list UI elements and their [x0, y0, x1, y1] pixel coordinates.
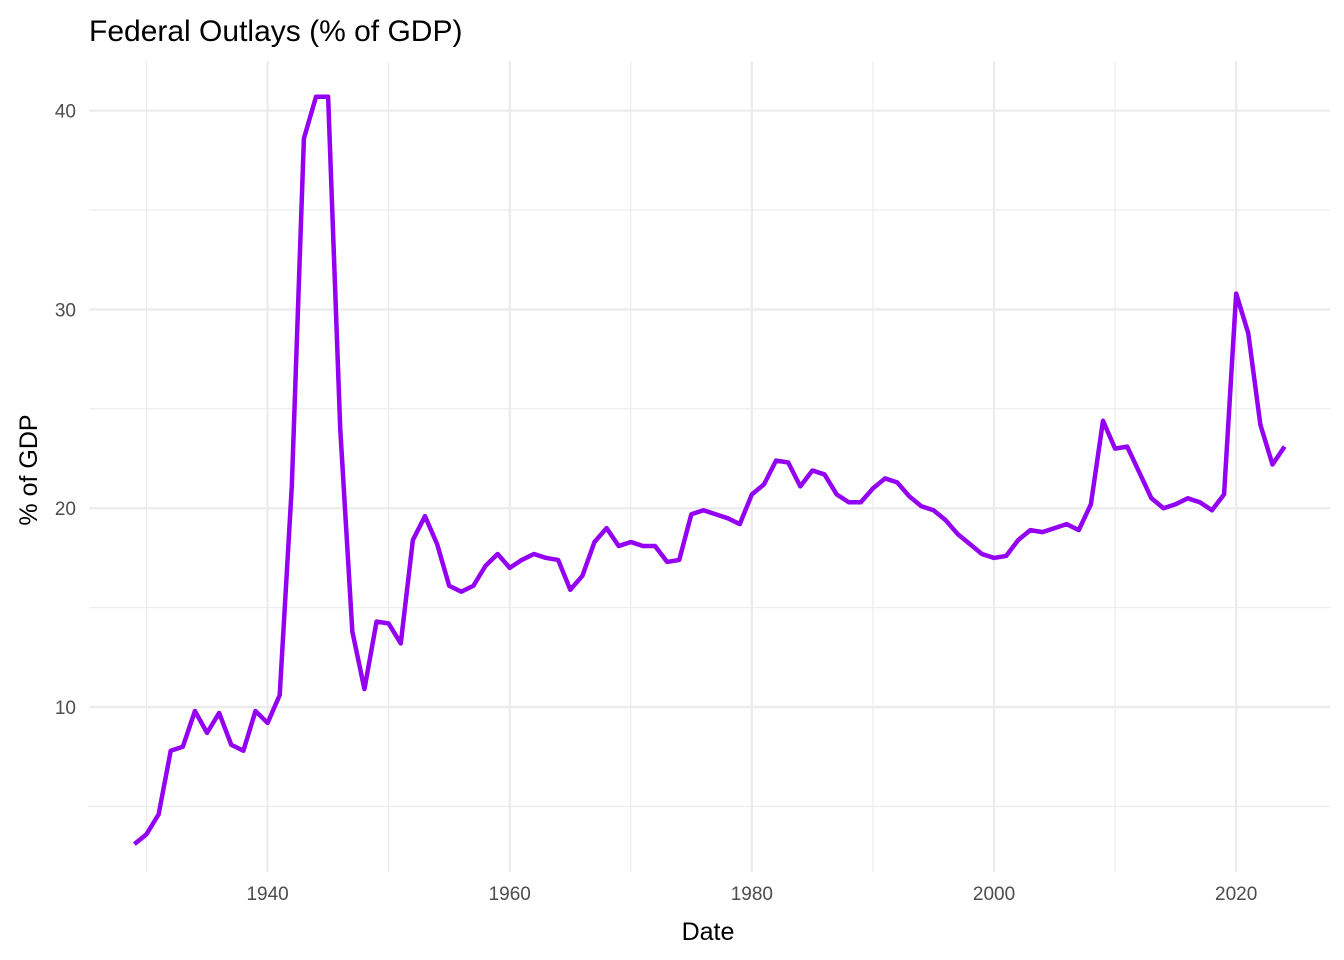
x-axis-title: Date	[682, 918, 735, 946]
x-tick-label-1960: 1960	[489, 884, 531, 905]
x-axis-tick-labels: 1940 1960 1980 2000 2020	[246, 884, 1257, 905]
y-tick-label-40: 40	[55, 102, 76, 123]
y-tick-label-30: 30	[55, 300, 76, 321]
y-axis-title: % of GDP	[15, 414, 43, 525]
series-layer	[132, 94, 1287, 846]
chart-title: Federal Outlays (% of GDP)	[89, 15, 462, 48]
x-tick-label-2020: 2020	[1215, 884, 1257, 905]
y-axis-tick-labels: 10 20 30 40	[55, 102, 76, 719]
y-tick-label-20: 20	[55, 499, 76, 520]
major-gridlines	[89, 61, 1330, 872]
x-tick-label-1980: 1980	[731, 884, 773, 905]
y-tick-label-10: 10	[55, 698, 76, 719]
x-tick-label-2000: 2000	[973, 884, 1015, 905]
x-tick-label-1940: 1940	[246, 884, 288, 905]
series-line-0	[132, 94, 1287, 846]
